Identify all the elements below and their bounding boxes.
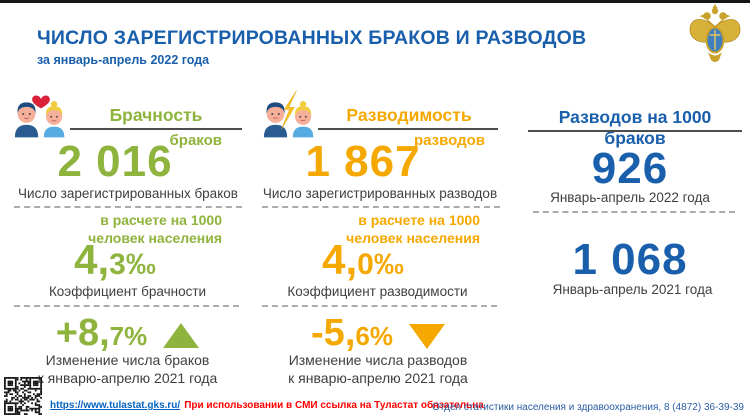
divorce-count-value: 1 867 (305, 137, 421, 186)
ratio-2021-value: 1 068 (572, 235, 688, 284)
rosstat-emblem-icon (688, 4, 742, 64)
department-contact: Отдел статистики населения и здравоохран… (432, 402, 744, 413)
divorce-count-caption: Число зарегистрированных разводов (262, 186, 498, 201)
usage-notice: При использовании в СМИ ссылка на Туласт… (184, 400, 484, 411)
marriage-header-rule (70, 128, 242, 130)
ratio-2022-caption: Январь-апрель 2022 года (550, 190, 710, 205)
arrow-down-icon (408, 324, 445, 349)
divorce-rate-note-line2: человек населения (346, 229, 480, 246)
dashed-divider (262, 305, 497, 307)
dashed-divider (262, 206, 500, 208)
dashed-divider (533, 211, 735, 213)
divorce-rate-note: в расчете на 1000 человек населения (318, 212, 480, 247)
ratio-header-rule (528, 130, 742, 132)
marriage-count-value: 2 016 (57, 137, 173, 186)
marriage-rate-note-line1: в расчете на 1000 (100, 212, 222, 228)
qr-code (4, 377, 42, 415)
marriage-rate-note: в расчете на 1000 человек населения (60, 212, 222, 247)
divorce-rate-note-line1: в расчете на 1000 (358, 212, 480, 228)
marriage-change-row: +8,7% (10, 312, 245, 355)
dashed-divider (14, 206, 242, 208)
marriage-change-caption: Изменение числа браков к январю-апрелю 2… (37, 352, 218, 386)
arrow-up-icon (163, 323, 200, 348)
dashed-divider (14, 305, 239, 307)
marriage-rate-value: 4,3‰ (74, 236, 156, 283)
divorce-change-value: -5,6% (311, 312, 393, 354)
marriage-section-label: Брачность (109, 105, 203, 125)
marriage-count-caption: Число зарегистрированных браков (18, 186, 238, 201)
divorce-rate-caption: Коэффициент разводимости (287, 284, 468, 299)
page-subtitle: за январь-апрель 2022 года (37, 53, 210, 67)
marriage-rate-note-line2: человек населения (88, 229, 222, 246)
source-line: https://www.tulastat.gks.ru/При использо… (50, 400, 484, 411)
source-link[interactable]: https://www.tulastat.gks.ru/ (50, 400, 181, 411)
couple-heart-icon (13, 90, 69, 138)
divorce-change-row: -5,6% (258, 312, 498, 355)
marriage-unit-label: браков (169, 132, 222, 149)
divorce-rate-value: 4,0‰ (322, 236, 404, 283)
marriage-rate-caption: Коэффициент брачности (48, 284, 207, 299)
divorce-header-rule (318, 128, 498, 130)
divorce-unit-label: разводов (413, 132, 485, 149)
couple-lightning-icon (262, 90, 318, 138)
divorce-section-label: Разводимость (346, 105, 472, 125)
page-title: ЧИСЛО ЗАРЕГИСТРИРОВАННЫХ БРАКОВ И РАЗВОД… (37, 27, 587, 49)
top-border (0, 0, 750, 3)
divorce-change-caption: Изменение числа разводов к январю-апрелю… (288, 352, 468, 386)
ratio-2022-value: 926 (591, 144, 669, 193)
ratio-section-label: Разводов на 1000 браков (558, 107, 712, 148)
ratio-2021-caption: Январь-апрель 2021 года (552, 282, 713, 297)
marriage-change-value: +8,7% (55, 312, 148, 354)
